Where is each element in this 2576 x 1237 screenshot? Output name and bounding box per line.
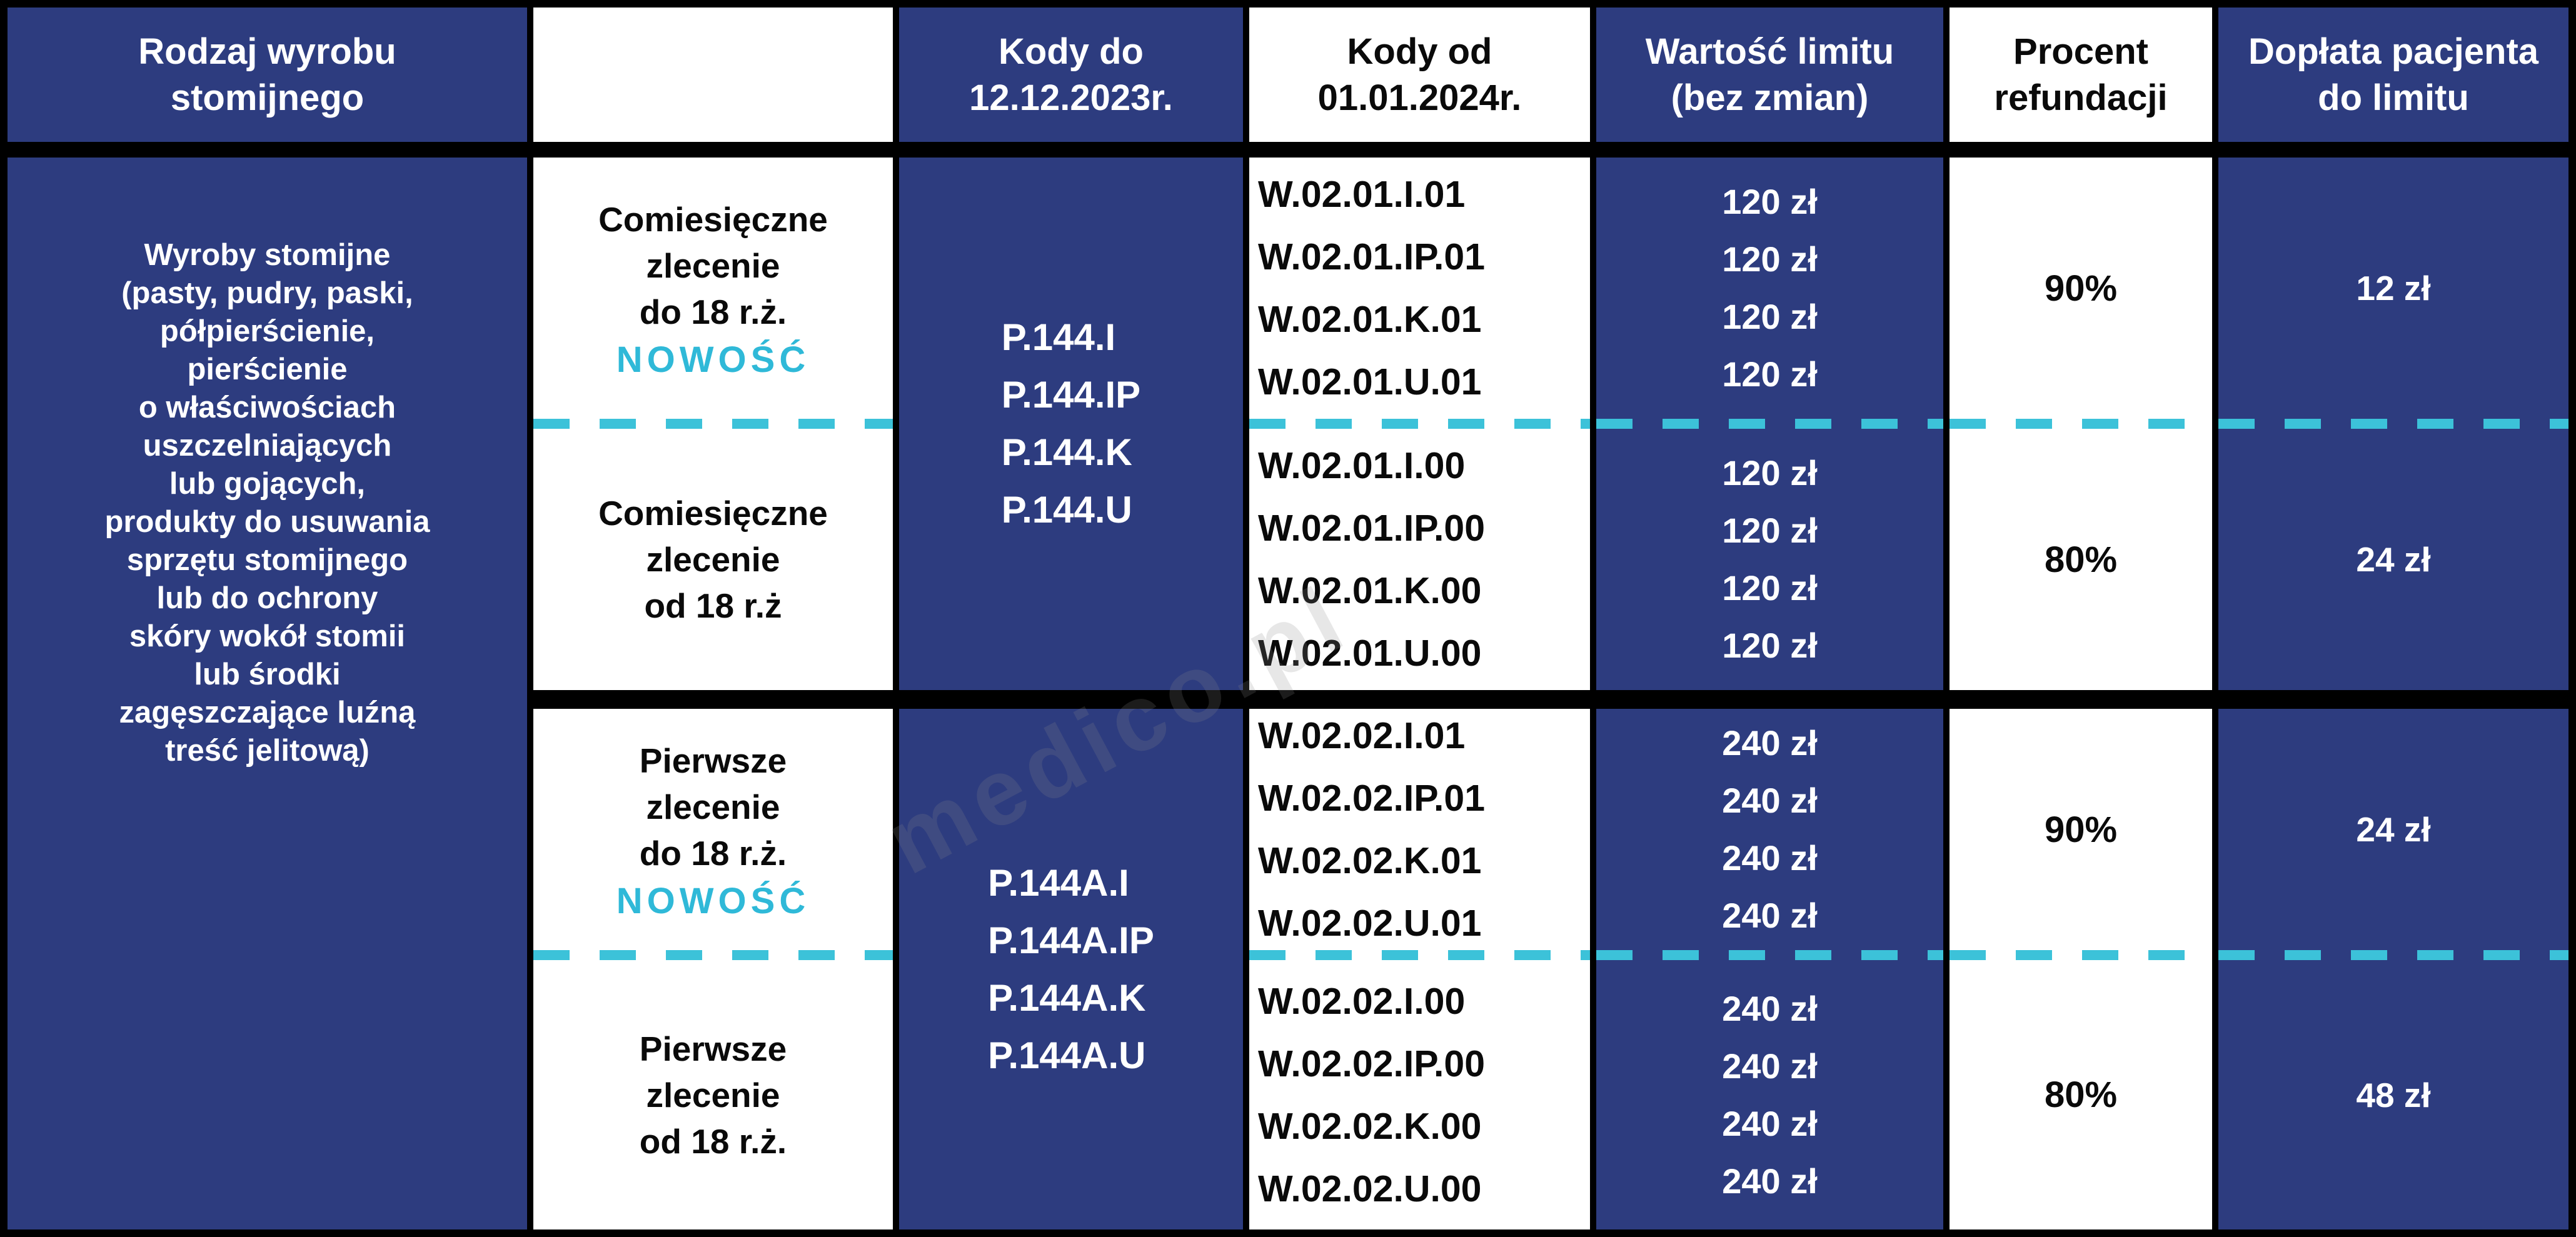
order-first-under18-cell: Pierwsze zlecenie do 18 r.ż. NOWOŚĆ — [533, 709, 893, 950]
limit-1a: 120 zł 120 zł 120 zł 120 zł — [1722, 182, 1818, 394]
dashed-divider — [533, 950, 893, 960]
dashed-divider — [2218, 419, 2568, 429]
order-monthly-under18-label: Comiesięczne zlecenie do 18 r.ż. — [598, 199, 828, 331]
codes-old-group2-cell: P.144A.I P.144A.IP P.144A.K P.144A.U — [899, 709, 1243, 1229]
order-monthly-under18-cell: Comiesięczne zlecenie do 18 r.ż. NOWOŚĆ — [533, 158, 893, 419]
header-refund-percent: Procent refundacji — [1950, 8, 2212, 142]
column-limit-values: 120 zł 120 zł 120 zł 120 zł 120 zł 120 z… — [1596, 158, 1943, 1229]
codes-old-group2: P.144A.I P.144A.IP P.144A.K P.144A.U — [988, 861, 1154, 1076]
column-patient-copay: 12 zł 24 zł 24 zł 48 zł — [2218, 158, 2568, 1229]
row-separator — [533, 690, 893, 709]
refund-2b: 80% — [2044, 1074, 2118, 1115]
header-empty — [533, 8, 893, 142]
dashed-divider — [1596, 419, 1943, 429]
order-first-over18-label: Pierwsze zlecenie od 18 r.ż. — [639, 1029, 787, 1161]
dashed-divider — [1950, 419, 2212, 429]
copay-2b: 48 zł — [2356, 1075, 2431, 1114]
header-product-type: Rodzaj wyrobu stomijnego — [8, 8, 527, 142]
column-refund-percent: 90% 80% 90% 80% — [1950, 158, 2212, 1229]
column-codes-old: P.144.I P.144.IP P.144.K P.144.U P.144A.… — [899, 158, 1243, 1229]
refund-1a-cell: 90% — [1950, 158, 2212, 419]
dashed-divider — [1249, 950, 1590, 960]
new-badge: NOWOŚĆ — [616, 880, 810, 921]
codes-new-1a-cell: W.02.01.I.01 W.02.01.IP.01 W.02.01.K.01 … — [1249, 158, 1590, 419]
codes-old-group1: P.144.I P.144.IP P.144.K P.144.U — [1001, 316, 1141, 531]
copay-1a-cell: 12 zł — [2218, 158, 2568, 419]
codes-new-1b-cell: W.02.01.I.00 W.02.01.IP.00 W.02.01.K.00 … — [1249, 429, 1590, 690]
copay-2a: 24 zł — [2356, 810, 2431, 849]
refund-2b-cell: 80% — [1950, 960, 2212, 1229]
limit-2b: 240 zł 240 zł 240 zł 240 zł — [1722, 988, 1818, 1201]
codes-new-2b-cell: W.02.02.I.00 W.02.02.IP.00 W.02.02.K.00 … — [1249, 960, 1590, 1229]
codes-old-group1-cell: P.144.I P.144.IP P.144.K P.144.U — [899, 158, 1243, 690]
dashed-divider — [1249, 419, 1590, 429]
column-codes-new: W.02.01.I.01 W.02.01.IP.01 W.02.01.K.01 … — [1249, 158, 1590, 1229]
column-order-type: Comiesięczne zlecenie do 18 r.ż. NOWOŚĆ … — [533, 158, 893, 1229]
limit-1a-cell: 120 zł 120 zł 120 zł 120 zł — [1596, 158, 1943, 419]
limit-2a-cell: 240 zł 240 zł 240 zł 240 zł — [1596, 709, 1943, 950]
codes-new-1b: W.02.01.I.00 W.02.01.IP.00 W.02.01.K.00 … — [1258, 445, 1486, 674]
copay-2b-cell: 48 zł — [2218, 960, 2568, 1229]
order-monthly-over18-cell: Comiesięczne zlecenie od 18 r.ż — [533, 429, 893, 690]
refund-1a: 90% — [2044, 268, 2118, 309]
header-codes-from-2024: Kody od 01.01.2024r. — [1249, 8, 1590, 142]
codes-new-2a-cell: W.02.02.I.01 W.02.02.IP.01 W.02.02.K.01 … — [1249, 709, 1590, 950]
row-separator — [2218, 690, 2568, 709]
order-first-over18-cell: Pierwsze zlecenie od 18 r.ż. — [533, 960, 893, 1229]
refund-2a-cell: 90% — [1950, 709, 2212, 950]
dashed-divider — [2218, 950, 2568, 960]
dashed-divider — [1596, 950, 1943, 960]
codes-new-2a: W.02.02.I.01 W.02.02.IP.01 W.02.02.K.01 … — [1258, 715, 1486, 944]
copay-1b: 24 zł — [2356, 540, 2431, 579]
header-limit-value: Wartość limitu (bez zmian) — [1596, 8, 1943, 142]
order-first-under18-label: Pierwsze zlecenie do 18 r.ż. — [639, 741, 787, 873]
row-separator — [1950, 690, 2212, 709]
refund-2a: 90% — [2044, 809, 2118, 850]
codes-new-2b: W.02.02.I.00 W.02.02.IP.00 W.02.02.K.00 … — [1258, 980, 1486, 1209]
limit-2a: 240 zł 240 zł 240 zł 240 zł — [1722, 723, 1818, 935]
limit-1b: 120 zł 120 zł 120 zł 120 zł — [1722, 453, 1818, 665]
row-separator — [1249, 690, 1590, 709]
new-badge: NOWOŚĆ — [616, 339, 810, 380]
copay-2a-cell: 24 zł — [2218, 709, 2568, 950]
order-monthly-over18-label: Comiesięczne zlecenie od 18 r.ż — [598, 494, 828, 625]
codes-new-1a: W.02.01.I.01 W.02.01.IP.01 W.02.01.K.01 … — [1258, 174, 1486, 403]
refund-1b: 80% — [2044, 539, 2118, 580]
row-separator — [1596, 690, 1943, 709]
product-description-cell: Wyroby stomijne (pasty, pudry, paski, pó… — [8, 158, 527, 1229]
header-codes-until-2023: Kody do 12.12.2023r. — [899, 8, 1243, 142]
limit-2b-cell: 240 zł 240 zł 240 zł 240 zł — [1596, 960, 1943, 1229]
header-patient-copay: Dopłata pacjenta do limitu — [2218, 8, 2568, 142]
copay-1b-cell: 24 zł — [2218, 429, 2568, 690]
limit-1b-cell: 120 zł 120 zł 120 zł 120 zł — [1596, 429, 1943, 690]
dashed-divider — [1950, 950, 2212, 960]
row-separator — [899, 690, 1243, 709]
dashed-divider — [533, 419, 893, 429]
copay-1a: 12 zł — [2356, 269, 2431, 308]
refund-1b-cell: 80% — [1950, 429, 2212, 690]
